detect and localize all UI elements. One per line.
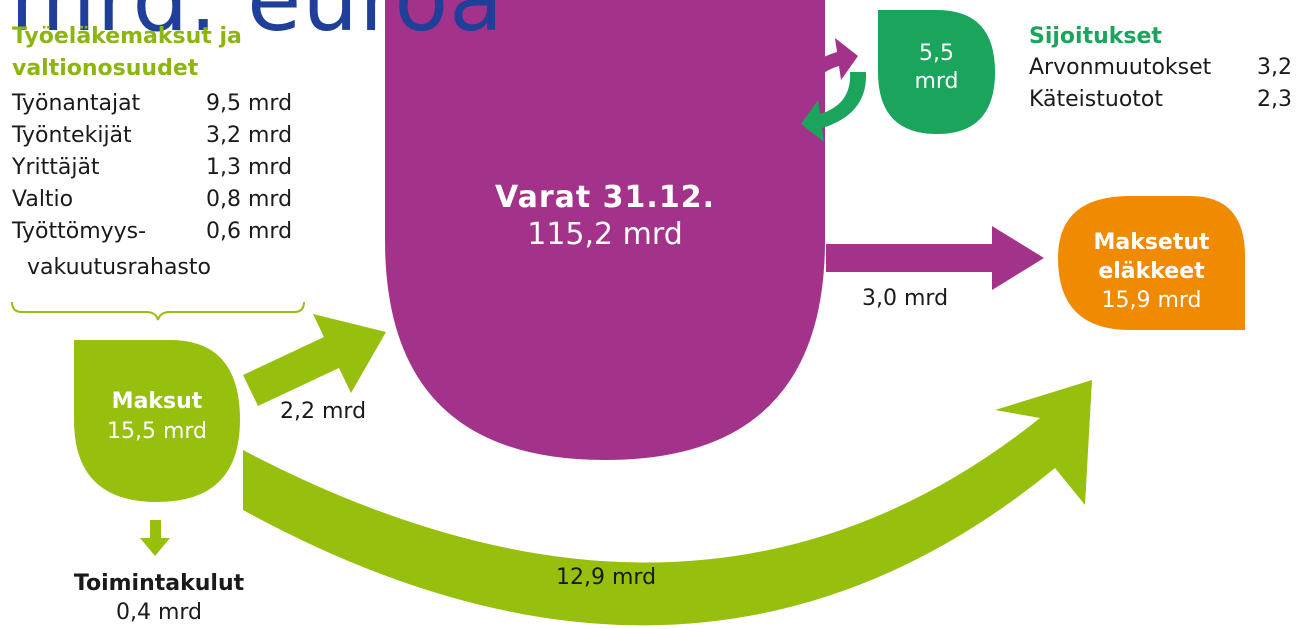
- pensions-label-line1: Maksetut: [1093, 230, 1210, 255]
- to-assets-value: 2,2 mrd: [280, 399, 367, 424]
- sources-heading-line2: valtionosuudet: [12, 56, 199, 81]
- investment-return-line2: mrd: [914, 69, 959, 94]
- operating-costs-value: 0,4 mrd: [115, 600, 203, 625]
- source-value: 0,8 mrd: [206, 187, 293, 212]
- operating-costs: Toimintakulut 0,4 mrd: [54, 570, 264, 628]
- sources-heading-line1: Työeläkemaksut ja: [12, 24, 242, 49]
- source-row: Työttömyys- 0,6 mrd: [12, 216, 292, 248]
- investment-label: Arvonmuutokset: [1029, 55, 1212, 80]
- investment-row: Arvonmuutokset 3,2: [1029, 52, 1292, 84]
- page-title-fragment: mrd. euroa: [10, 0, 504, 44]
- assets-label: Varat 31.12.: [495, 180, 715, 215]
- pensions-text: Maksetut eläkkeet 15,9 mrd: [1058, 228, 1245, 315]
- source-label: Valtio: [12, 187, 74, 212]
- contributions-text: Maksut 15,5 mrd: [74, 388, 240, 448]
- investments-table: Arvonmuutokset 3,2 Käteistuotot 2,3: [1029, 52, 1292, 116]
- contributions-to-pensions-value: 12,9 mrd: [556, 565, 657, 590]
- assets-to-pensions-value: 3,0 mrd: [862, 286, 949, 311]
- contributions-to-pensions-arrow: [243, 380, 1092, 626]
- operating-costs-label: Toimintakulut: [73, 571, 245, 596]
- assets-to-pensions-arrow: [826, 226, 1044, 290]
- investment-value: 2,3: [1257, 87, 1292, 112]
- assets-text: Varat 31.12. 115,2 mrd: [385, 180, 825, 254]
- cycle-arrow-top: [791, 38, 858, 112]
- pensions-label-line2: eläkkeet: [1098, 259, 1205, 284]
- source-label: Työnantajat: [12, 91, 141, 116]
- investment-row: Käteistuotot 2,3: [1029, 84, 1292, 116]
- sources-table: Työnantajat 9,5 mrd Työntekijät 3,2 mrd …: [12, 88, 292, 248]
- investment-return-drop: [878, 10, 995, 134]
- source-label: Työttömyys-: [12, 219, 147, 244]
- source-label-continuation: vakuutusrahasto: [27, 255, 211, 280]
- pensions-value: 15,9 mrd: [1101, 288, 1202, 313]
- investment-label: Käteistuotot: [1029, 87, 1163, 112]
- source-value: 9,5 mrd: [206, 91, 293, 116]
- source-value: 1,3 mrd: [206, 155, 293, 180]
- contributions-to-assets-arrow: [243, 314, 386, 406]
- investments-heading: Sijoitukset: [1029, 24, 1162, 49]
- contributions-label: Maksut: [111, 389, 203, 414]
- cycle-arrow-bottom: [801, 72, 867, 142]
- investment-return-line1: 5,5: [919, 41, 954, 66]
- contributions-drop: [74, 340, 240, 502]
- source-row: Valtio 0,8 mrd: [12, 184, 292, 216]
- source-value: 3,2 mrd: [206, 123, 293, 148]
- source-row: Työnantajat 9,5 mrd: [12, 88, 292, 120]
- source-row: Yrittäjät 1,3 mrd: [12, 152, 292, 184]
- investment-value: 3,2: [1257, 55, 1292, 80]
- investment-return-text: 5,5 mrd: [878, 40, 995, 96]
- source-label: Yrittäjät: [12, 155, 100, 180]
- source-row: Työntekijät 3,2 mrd: [12, 120, 292, 152]
- contributions-value: 15,5 mrd: [106, 419, 208, 444]
- source-value: 0,6 mrd: [206, 219, 293, 244]
- sources-bracket: [11, 301, 305, 321]
- pensions-drop: [1058, 196, 1245, 330]
- source-label: Työntekijät: [12, 123, 132, 148]
- assets-value: 115,2 mrd: [527, 217, 683, 252]
- assets-drop: [385, 0, 825, 460]
- operating-costs-arrow: [140, 520, 170, 556]
